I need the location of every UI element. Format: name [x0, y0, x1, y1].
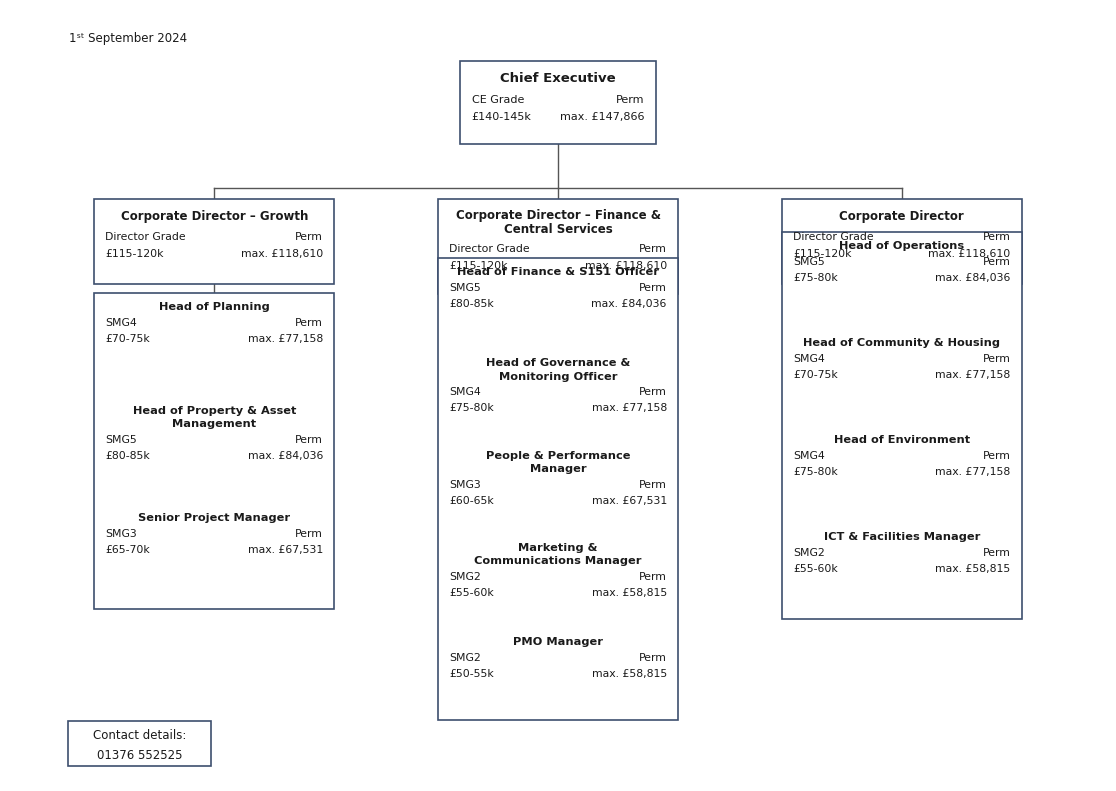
- Text: Perm: Perm: [639, 653, 667, 663]
- Text: Corporate Director: Corporate Director: [839, 210, 964, 222]
- Text: Head of Governance &: Head of Governance &: [485, 358, 631, 368]
- Text: max. £67,531: max. £67,531: [248, 545, 324, 554]
- Text: SMG5: SMG5: [105, 435, 137, 445]
- Text: £55-60k: £55-60k: [792, 563, 838, 573]
- Text: £70-75k: £70-75k: [792, 370, 838, 380]
- Text: max. £84,036: max. £84,036: [248, 451, 324, 461]
- Text: Head of Property & Asset: Head of Property & Asset: [133, 406, 296, 416]
- Text: PMO Manager: PMO Manager: [513, 637, 603, 647]
- FancyBboxPatch shape: [437, 199, 679, 294]
- Text: Perm: Perm: [639, 244, 667, 254]
- Text: Chief Executive: Chief Executive: [500, 72, 616, 85]
- Text: £75-80k: £75-80k: [792, 467, 838, 477]
- Text: £55-60k: £55-60k: [449, 588, 494, 598]
- Text: SMG3: SMG3: [449, 480, 481, 490]
- Text: max. £77,158: max. £77,158: [935, 370, 1011, 380]
- Text: £115-120k: £115-120k: [449, 261, 508, 271]
- Text: max. £77,158: max. £77,158: [591, 403, 667, 413]
- FancyBboxPatch shape: [68, 721, 211, 766]
- Text: Corporate Director – Finance &: Corporate Director – Finance &: [455, 209, 661, 221]
- Text: £70-75k: £70-75k: [105, 334, 151, 344]
- Text: SMG2: SMG2: [792, 547, 825, 558]
- FancyBboxPatch shape: [94, 293, 335, 609]
- Text: max. £84,036: max. £84,036: [935, 273, 1011, 283]
- FancyBboxPatch shape: [460, 61, 655, 144]
- Text: SMG5: SMG5: [449, 283, 481, 293]
- Text: max. £118,610: max. £118,610: [585, 261, 667, 271]
- Text: max. £118,610: max. £118,610: [929, 249, 1011, 259]
- Text: max. £77,158: max. £77,158: [248, 334, 324, 344]
- Text: SMG4: SMG4: [449, 388, 481, 397]
- Text: Director Grade: Director Grade: [449, 244, 530, 254]
- Text: Monitoring Officer: Monitoring Officer: [499, 372, 617, 381]
- Text: Senior Project Manager: Senior Project Manager: [138, 513, 290, 523]
- Text: Director Grade: Director Grade: [105, 232, 186, 242]
- FancyBboxPatch shape: [781, 232, 1022, 619]
- Text: Marketing &: Marketing &: [518, 543, 598, 553]
- Text: £140-145k: £140-145k: [471, 112, 531, 122]
- Text: max. £67,531: max. £67,531: [591, 496, 667, 505]
- Text: Perm: Perm: [983, 354, 1011, 364]
- Text: Corporate Director – Growth: Corporate Director – Growth: [121, 210, 308, 222]
- Text: Head of Community & Housing: Head of Community & Housing: [804, 338, 1000, 348]
- Text: Perm: Perm: [983, 451, 1011, 461]
- Text: CE Grade: CE Grade: [471, 94, 523, 104]
- Text: SMG4: SMG4: [792, 451, 825, 461]
- FancyBboxPatch shape: [94, 199, 335, 284]
- Text: Perm: Perm: [616, 94, 644, 104]
- Text: Director Grade: Director Grade: [792, 232, 874, 242]
- Text: SMG2: SMG2: [449, 653, 481, 663]
- Text: Management: Management: [172, 419, 257, 430]
- Text: £60-65k: £60-65k: [449, 496, 494, 505]
- Text: SMG3: SMG3: [105, 529, 137, 539]
- Text: Contact details:: Contact details:: [93, 729, 186, 742]
- FancyBboxPatch shape: [781, 199, 1022, 284]
- Text: Perm: Perm: [639, 388, 667, 397]
- Text: Perm: Perm: [296, 318, 324, 328]
- Text: Head of Finance & S151 Officer: Head of Finance & S151 Officer: [456, 267, 660, 278]
- Text: Central Services: Central Services: [503, 223, 613, 236]
- Text: Perm: Perm: [639, 480, 667, 490]
- Text: £115-120k: £115-120k: [105, 249, 164, 259]
- Text: max. £118,610: max. £118,610: [241, 249, 324, 259]
- Text: Head of Environment: Head of Environment: [834, 435, 970, 445]
- Text: Head of Planning: Head of Planning: [158, 302, 270, 312]
- Text: £75-80k: £75-80k: [449, 403, 494, 413]
- Text: Perm: Perm: [296, 232, 324, 242]
- Text: Head of Operations: Head of Operations: [839, 241, 964, 252]
- Text: 1ˢᵗ September 2024: 1ˢᵗ September 2024: [69, 32, 187, 44]
- Text: Perm: Perm: [983, 232, 1011, 242]
- Text: max. £84,036: max. £84,036: [591, 299, 667, 309]
- Text: SMG4: SMG4: [792, 354, 825, 364]
- Text: £75-80k: £75-80k: [792, 273, 838, 283]
- Text: £80-85k: £80-85k: [105, 451, 151, 461]
- Text: max. £58,815: max. £58,815: [935, 563, 1011, 573]
- Text: Perm: Perm: [983, 257, 1011, 267]
- Text: £65-70k: £65-70k: [105, 545, 151, 554]
- Text: People & Performance: People & Performance: [485, 451, 631, 460]
- Text: Perm: Perm: [639, 572, 667, 582]
- Text: SMG2: SMG2: [449, 572, 481, 582]
- Text: Perm: Perm: [296, 529, 324, 539]
- Text: max. £58,815: max. £58,815: [591, 588, 667, 598]
- Text: max. £58,815: max. £58,815: [591, 668, 667, 679]
- Text: £115-120k: £115-120k: [792, 249, 852, 259]
- Text: 01376 552525: 01376 552525: [97, 749, 182, 762]
- Text: Communications Manager: Communications Manager: [474, 556, 642, 566]
- Text: Perm: Perm: [983, 547, 1011, 558]
- Text: Perm: Perm: [639, 283, 667, 293]
- Text: £50-55k: £50-55k: [449, 668, 494, 679]
- Text: SMG5: SMG5: [792, 257, 825, 267]
- Text: ICT & Facilities Manager: ICT & Facilities Manager: [824, 532, 980, 542]
- Text: £80-85k: £80-85k: [449, 299, 494, 309]
- Text: Manager: Manager: [530, 464, 586, 474]
- Text: Perm: Perm: [296, 435, 324, 445]
- FancyBboxPatch shape: [437, 258, 679, 720]
- Text: max. £77,158: max. £77,158: [935, 467, 1011, 477]
- Text: max. £147,866: max. £147,866: [560, 112, 644, 122]
- Text: SMG4: SMG4: [105, 318, 137, 328]
